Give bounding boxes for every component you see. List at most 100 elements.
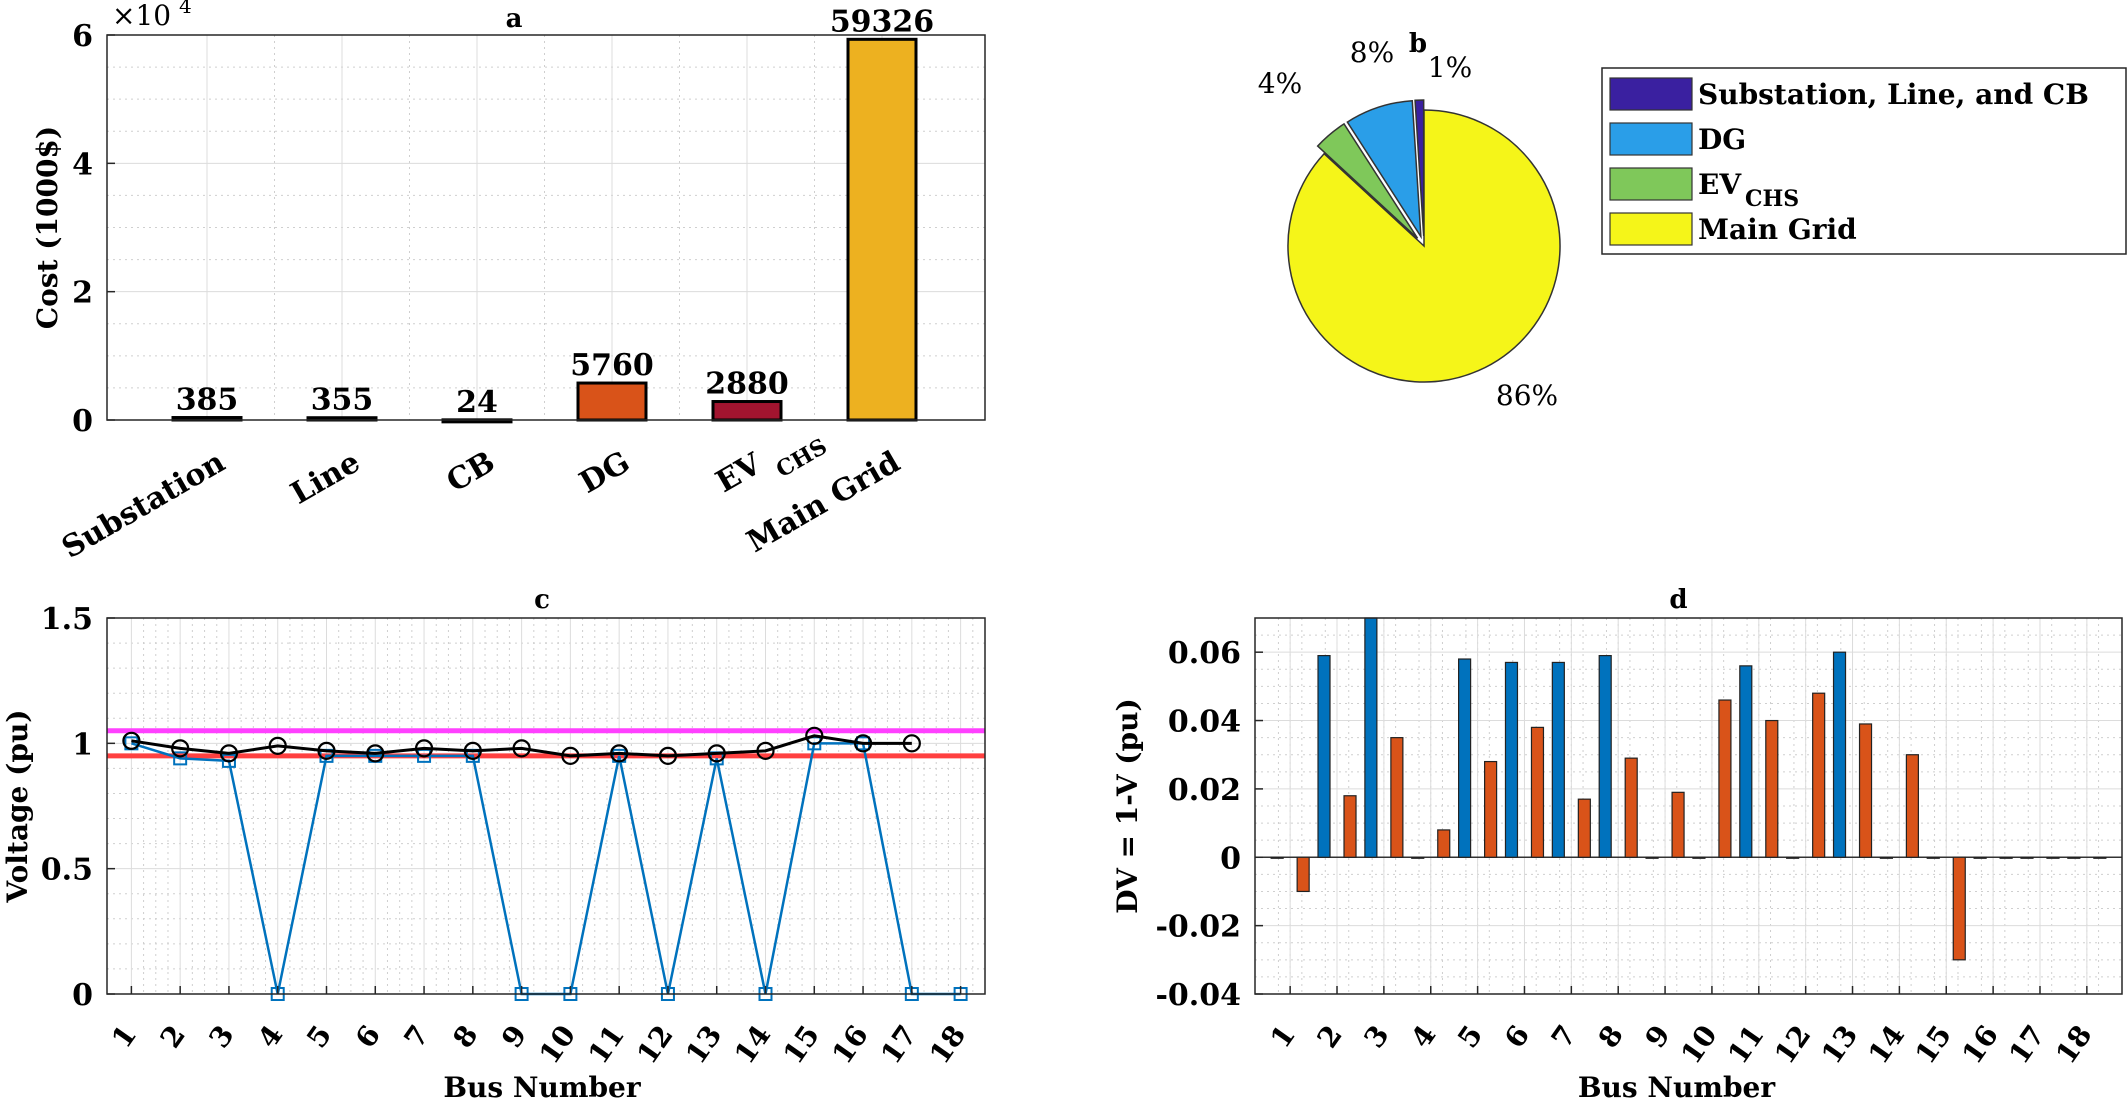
panel-c-xtick-group-17: 18 [923,1019,972,1070]
panel-d-bar-1-16 [2047,857,2059,858]
panel-d-xtick-group-8: 9 [1639,1019,1677,1054]
panel-c-title: c [534,585,550,615]
panel-c-xlabel: Bus Number [443,1071,642,1101]
panel-d-bar-1-14 [1953,857,1965,960]
bar-a-dg [578,383,646,420]
panel-c-ylabel: Voltage (pu) [1,709,34,903]
panel-b: 1%8%4%86%bSubstation, Line, and CBDGEV CH… [1258,29,2126,412]
panel-d-ytick-label-1: -0.02 [1155,910,1241,945]
panel-d-bar-1-2 [1391,738,1403,858]
panel-d-bar-0-6 [1552,662,1564,857]
panel-c-xtick-label-16: 17 [874,1019,923,1070]
bar-a-value-label-1: 355 [311,383,374,418]
panel-a-xtick-group-5: Main Grid [741,445,906,560]
panel-d-xtick-label-15: 16 [1955,1019,2004,1070]
panel-d-xtick-label-0: 1 [1264,1019,1302,1054]
panel-d-bar-1-17 [2094,857,2106,858]
bar-a-value-label-0: 385 [176,383,239,418]
panel-c-ytick-label-2: 1 [72,727,93,762]
panel-d-xtick-group-10: 11 [1721,1019,1770,1070]
panel-c-xtick-label-11: 12 [630,1019,679,1070]
panel-d-bar-1-15 [2000,857,2012,858]
panel-a-xtick-group-1: Line [285,445,366,512]
panel-d-ytick-label-5: 0.06 [1168,636,1241,671]
panel-c-xtick-label-13: 14 [728,1019,777,1070]
panel-a-xtick-label-2: CB [441,445,501,500]
panel-d-bar-0-11 [1787,857,1799,858]
panel-d: -0.04-0.0200.020.040.061 2 3 4 5 6 7 8 910111213… [1111,585,2122,1101]
panel-d-bar-0-4 [1459,659,1471,857]
panel-d-xtick-group-17: 18 [2049,1019,2098,1070]
figure: 385 355 2457602880593260246×10 4 aCost (1000… [0,0,2128,1101]
panel-c-xtick-label-4: 5 [300,1019,338,1054]
panel-d-xtick-label-6: 7 [1545,1019,1583,1054]
pie-legend-swatch-1 [1610,123,1692,155]
panel-d-xtick-label-16: 17 [2002,1019,2051,1070]
panel-c-xtick-group-7: 8 [446,1019,484,1054]
panel-c-xtick-label-6: 7 [398,1019,436,1054]
panel-c-xtick-group-13: 14 [728,1019,777,1070]
panel-c-xtick-label-2: 3 [202,1019,240,1054]
panel-d-xtick-group-3: 4 [1404,1019,1442,1054]
panel-c-xtick-label-5: 6 [349,1019,387,1054]
panel-d-xtick-label-13: 14 [1862,1019,1911,1070]
pie-percent-label-0: 1% [1428,51,1472,84]
panel-a-xtick-group-2: CB [441,445,501,500]
panel-a-title: a [506,4,523,34]
panel-a-xtick-label-4: EV [710,446,768,500]
panel-d-bar-0-7 [1599,656,1611,858]
panel-d-xtick-group-4: 5 [1451,1019,1489,1054]
panel-d-bar-0-3 [1412,857,1424,858]
panel-d-bar-1-4 [1485,762,1497,858]
panel-a-xtick-label-1: Line [285,445,366,512]
panel-c: 00.511.51 2 3 4 5 6 7 8 9 10 11 12 13 14 15 16 17 18cBus … [1,585,985,1101]
panel-d-bar-0-10 [1740,666,1752,857]
panel-c-xtick-group-6: 7 [398,1019,436,1054]
panel-c-ytick-label-0: 0 [72,978,93,1013]
panel-d-bar-0-13 [1880,857,1892,858]
panel-d-bar-1-8 [1672,792,1684,857]
panel-c-xtick-label-14: 15 [777,1019,826,1070]
pie-legend-label-1: DG [1698,123,1746,156]
panel-d-bar-0-14 [1927,857,1939,858]
panel-a: 385 355 2457602880593260246×10 4 aCost (1000… [31,0,985,566]
pie-legend-label-0: Substation, Line, and CB [1698,78,2089,111]
panel-c-xtick-group-2: 3 [202,1019,240,1054]
pie-legend-label-2: EV [1698,168,1742,201]
panel-d-ytick-label-0: -0.04 [1155,978,1241,1013]
panel-a-ytick-label-1: 2 [72,276,93,311]
panel-d-xtick-label-1: 2 [1311,1019,1349,1054]
panel-c-xtick-group-15: 16 [825,1019,874,1070]
panel-c-xtick-group-0: 1 [105,1019,143,1054]
panel-d-title: d [1669,585,1687,615]
panel-c-xtick-label-17: 18 [923,1019,972,1070]
pie-percent-label-1: 8% [1350,36,1394,69]
panel-d-xtick-label-14: 15 [1909,1019,1958,1070]
panel-d-xtick-group-13: 14 [1862,1019,1911,1070]
panel-b-title: b [1409,29,1427,59]
panel-d-ylabel: DV = 1-V (pu) [1111,698,1144,913]
panel-c-xtick-label-3: 4 [251,1019,289,1054]
panel-d-xtick-label-4: 5 [1451,1019,1489,1054]
panel-d-xtick-group-6: 7 [1545,1019,1583,1054]
bar-a-ev [713,402,781,420]
panel-d-bar-0-0 [1271,857,1283,858]
panel-d-bar-1-13 [1906,755,1918,858]
panel-d-bar-0-8 [1646,857,1658,858]
bar-a-value-label-2: 24 [456,385,498,420]
panel-d-xtick-label-3: 4 [1404,1019,1442,1054]
panel-d-xtick-label-17: 18 [2049,1019,2098,1070]
panel-d-xtick-group-11: 12 [1768,1019,1817,1070]
panel-a-ylabel: Cost (1000$) [31,126,64,329]
panel-c-xtick-group-11: 12 [630,1019,679,1070]
panel-c-xtick-group-10: 11 [582,1019,631,1070]
panel-d-xtick-group-0: 1 [1264,1019,1302,1054]
panel-d-xtick-group-1: 2 [1311,1019,1349,1054]
panel-c-xtick-label-7: 8 [446,1019,484,1054]
panel-d-xtick-group-5: 6 [1498,1019,1536,1054]
panel-d-bar-1-6 [1578,799,1590,857]
panel-c-xtick-group-4: 5 [300,1019,338,1054]
panel-d-xlabel: Bus Number [1578,1071,1777,1101]
panel-d-ytick-label-4: 0.04 [1168,705,1241,740]
panel-d-xtick-label-8: 9 [1639,1019,1677,1054]
